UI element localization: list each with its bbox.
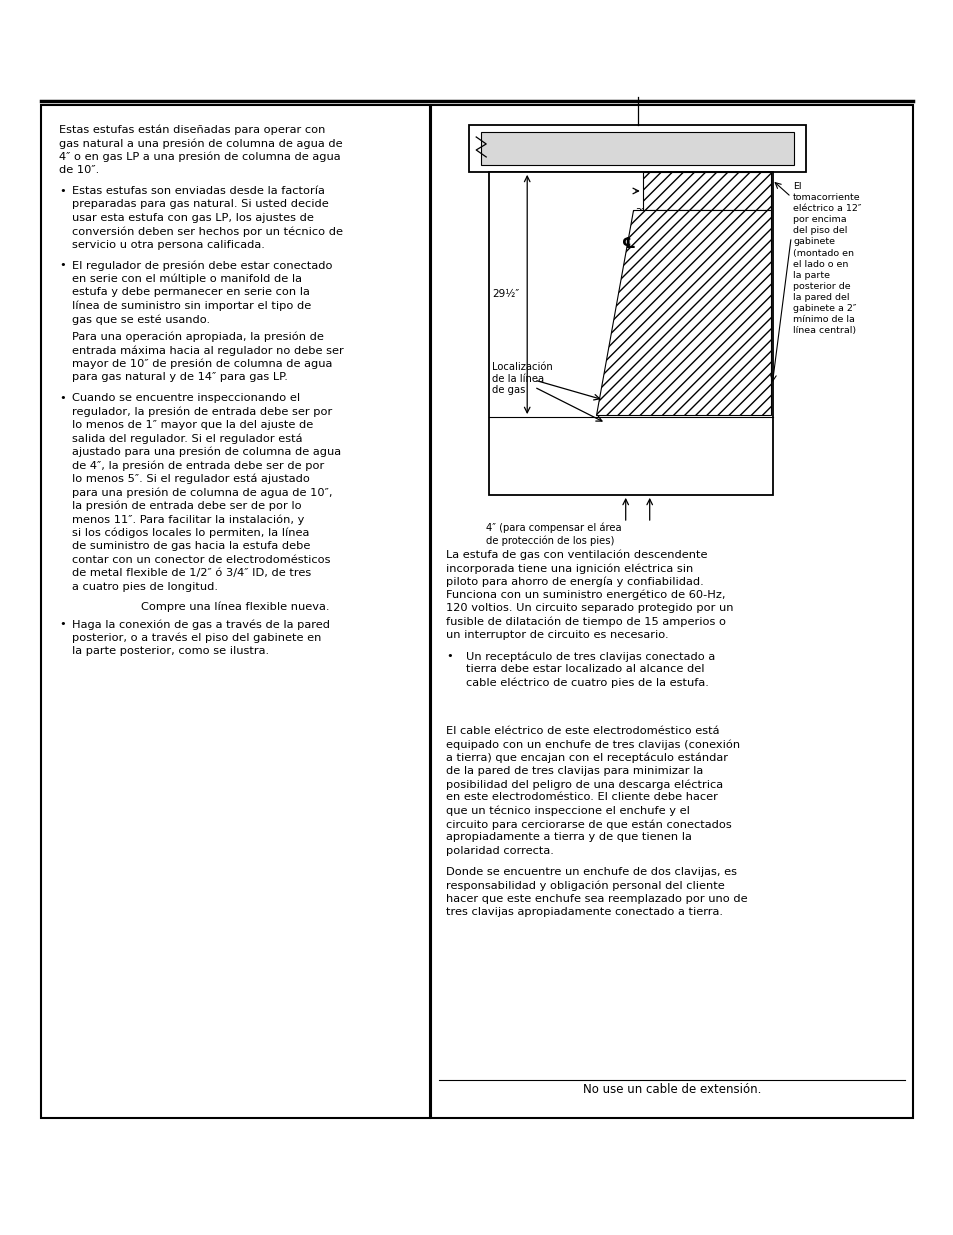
Text: •: • bbox=[59, 186, 66, 196]
Text: un interruptor de circuito es necesario.: un interruptor de circuito es necesario. bbox=[446, 630, 668, 640]
Text: La estufa de gas con ventilación descendente: La estufa de gas con ventilación descend… bbox=[446, 550, 707, 561]
Text: Estas estufas están diseñadas para operar con: Estas estufas están diseñadas para opera… bbox=[59, 125, 325, 136]
Text: Funciona con un suministro energético de 60-Hz,: Funciona con un suministro energético de… bbox=[446, 590, 725, 600]
Text: si los códigos locales lo permiten, la línea: si los códigos locales lo permiten, la l… bbox=[71, 529, 309, 538]
Text: tres clavijas apropiadamente conectado a tierra.: tres clavijas apropiadamente conectado a… bbox=[446, 906, 722, 916]
Bar bbox=[642, 172, 770, 210]
Text: Haga la conexión de gas a través de la pared: Haga la conexión de gas a través de la p… bbox=[71, 620, 330, 630]
Text: Min: Min bbox=[635, 224, 653, 233]
Text: gas natural a una presión de columna de agua de: gas natural a una presión de columna de … bbox=[59, 138, 342, 149]
Bar bbox=[480, 132, 794, 165]
Polygon shape bbox=[595, 210, 770, 415]
Text: Min: Min bbox=[645, 193, 662, 203]
Text: piloto para ahorro de energía y confiabilidad.: piloto para ahorro de energía y confiabi… bbox=[446, 577, 703, 587]
Text: 2″: 2″ bbox=[645, 177, 655, 186]
Text: a cuatro pies de longitud.: a cuatro pies de longitud. bbox=[71, 582, 218, 592]
Text: 4″ o en gas LP a una presión de columna de agua: 4″ o en gas LP a una presión de columna … bbox=[59, 152, 340, 163]
Text: Compre una línea flexible nueva.: Compre una línea flexible nueva. bbox=[141, 601, 330, 613]
Text: •: • bbox=[59, 620, 66, 630]
Text: en este electrodoméstico. El cliente debe hacer: en este electrodoméstico. El cliente deb… bbox=[446, 793, 718, 803]
Text: conversión deben ser hechos por un técnico de: conversión deben ser hechos por un técni… bbox=[71, 226, 343, 237]
Text: en serie con el múltiple o manifold de la: en serie con el múltiple o manifold de l… bbox=[71, 274, 302, 284]
Text: posibilidad del peligro de una descarga eléctrica: posibilidad del peligro de una descarga … bbox=[446, 779, 722, 789]
Bar bbox=[431, 105, 912, 1118]
Text: posterior, o a través el piso del gabinete en: posterior, o a través el piso del gabine… bbox=[71, 634, 321, 643]
Text: apropiadamente a tierra y de que tienen la: apropiadamente a tierra y de que tienen … bbox=[446, 832, 691, 842]
Text: para una presión de columna de agua de 10″,: para una presión de columna de agua de 1… bbox=[71, 488, 333, 498]
Text: tierra debe estar localizado al alcance del: tierra debe estar localizado al alcance … bbox=[466, 664, 704, 674]
Text: •: • bbox=[59, 393, 66, 403]
Text: hacer que este enchufe sea reemplazado por uno de: hacer que este enchufe sea reemplazado p… bbox=[446, 894, 747, 904]
Bar bbox=[489, 172, 772, 495]
Text: servicio u otra persona calificada.: servicio u otra persona calificada. bbox=[71, 240, 265, 249]
Text: •: • bbox=[446, 651, 453, 661]
Bar bbox=[41, 105, 430, 1118]
Text: de metal flexible de 1/2″ ó 3/4″ ID, de tres: de metal flexible de 1/2″ ó 3/4″ ID, de … bbox=[71, 568, 311, 578]
Text: cable eléctrico de cuatro pies de la estufa.: cable eléctrico de cuatro pies de la est… bbox=[466, 678, 708, 688]
Text: contar con un conector de electrodomésticos: contar con un conector de electrodomésti… bbox=[71, 555, 330, 564]
Text: Donde se encuentre un enchufe de dos clavijas, es: Donde se encuentre un enchufe de dos cla… bbox=[446, 867, 737, 877]
Text: 120 voltios. Un circuito separado protegido por un: 120 voltios. Un circuito separado proteg… bbox=[446, 603, 733, 613]
Text: Localización
de la línea
de gas: Localización de la línea de gas bbox=[492, 362, 553, 395]
Text: 4″ (para compensar el área
de protección de los pies): 4″ (para compensar el área de protección… bbox=[486, 522, 621, 546]
Text: El
tomacorriente
eléctrico a 12″
por encima
del piso del
gabinete
(montado en
el: El tomacorriente eléctrico a 12″ por enc… bbox=[792, 182, 861, 335]
Text: para gas natural y de 14″ para gas LP.: para gas natural y de 14″ para gas LP. bbox=[71, 373, 288, 383]
Text: que un técnico inspeccione el enchufe y el: que un técnico inspeccione el enchufe y … bbox=[446, 805, 689, 816]
Text: regulador, la presión de entrada debe ser por: regulador, la presión de entrada debe se… bbox=[71, 406, 332, 417]
Text: mayor de 10″ de presión de columna de agua: mayor de 10″ de presión de columna de ag… bbox=[71, 359, 332, 369]
Text: menos 11″. Para facilitar la instalación, y: menos 11″. Para facilitar la instalación… bbox=[71, 515, 304, 525]
Text: circuito para cerciorarse de que están conectados: circuito para cerciorarse de que están c… bbox=[446, 819, 731, 830]
Text: Un receptáculo de tres clavijas conectado a: Un receptáculo de tres clavijas conectad… bbox=[466, 651, 715, 662]
Text: equipado con un enchufe de tres clavijas (conexión: equipado con un enchufe de tres clavijas… bbox=[446, 740, 740, 750]
Text: gas que se esté usando.: gas que se esté usando. bbox=[71, 315, 210, 325]
Text: fusible de dilatación de tiempo de 15 amperios o: fusible de dilatación de tiempo de 15 am… bbox=[446, 616, 725, 627]
Text: El cable eléctrico de este electrodoméstico está: El cable eléctrico de este electrodomést… bbox=[446, 726, 719, 736]
Text: lo menos 5″. Si el regulador está ajustado: lo menos 5″. Si el regulador está ajusta… bbox=[71, 474, 310, 484]
Text: responsabilidad y obligación personal del cliente: responsabilidad y obligación personal de… bbox=[446, 881, 724, 890]
Text: entrada máxima hacia al regulador no debe ser: entrada máxima hacia al regulador no deb… bbox=[71, 346, 343, 356]
Text: la parte posterior, como se ilustra.: la parte posterior, como se ilustra. bbox=[71, 646, 269, 657]
Text: Cuando se encuentre inspeccionando el: Cuando se encuentre inspeccionando el bbox=[71, 393, 300, 403]
Text: estufa y debe permanecer en serie con la: estufa y debe permanecer en serie con la bbox=[71, 288, 310, 298]
Text: incorporada tiene una ignición eléctrica sin: incorporada tiene una ignición eléctrica… bbox=[446, 563, 693, 574]
Text: a tierra) que encajan con el receptáculo estándar: a tierra) que encajan con el receptáculo… bbox=[446, 752, 727, 763]
Text: Estas estufas son enviadas desde la factoría: Estas estufas son enviadas desde la fact… bbox=[71, 186, 325, 196]
Text: de la pared de tres clavijas para minimizar la: de la pared de tres clavijas para minimi… bbox=[446, 766, 702, 776]
Text: salida del regulador. Si el regulador está: salida del regulador. Si el regulador es… bbox=[71, 433, 302, 443]
Text: ajustado para una presión de columna de agua: ajustado para una presión de columna de … bbox=[71, 447, 341, 457]
Bar bbox=[469, 125, 805, 172]
Text: polaridad correcta.: polaridad correcta. bbox=[446, 846, 554, 856]
Text: 3″: 3″ bbox=[635, 207, 645, 217]
Text: preparadas para gas natural. Si usted decide: preparadas para gas natural. Si usted de… bbox=[71, 200, 329, 210]
Text: línea de suministro sin importar el tipo de: línea de suministro sin importar el tipo… bbox=[71, 301, 311, 311]
Text: de 10″.: de 10″. bbox=[59, 165, 99, 175]
Text: de suministro de gas hacia la estufa debe: de suministro de gas hacia la estufa deb… bbox=[71, 541, 310, 552]
Text: 29½″: 29½″ bbox=[492, 289, 518, 299]
Text: •: • bbox=[59, 261, 66, 270]
Text: El regulador de presión debe estar conectado: El regulador de presión debe estar conec… bbox=[71, 261, 333, 270]
Text: usar esta estufa con gas LP, los ajustes de: usar esta estufa con gas LP, los ajustes… bbox=[71, 212, 314, 224]
Text: No use un cable de extensión.: No use un cable de extensión. bbox=[582, 1083, 760, 1095]
Text: lo menos de 1″ mayor que la del ajuste de: lo menos de 1″ mayor que la del ajuste d… bbox=[71, 420, 313, 430]
Text: ℄: ℄ bbox=[620, 236, 634, 252]
Text: la presión de entrada debe ser de por lo: la presión de entrada debe ser de por lo bbox=[71, 501, 301, 511]
Text: de 4″, la presión de entrada debe ser de por: de 4″, la presión de entrada debe ser de… bbox=[71, 461, 324, 471]
Text: Para una operación apropiada, la presión de: Para una operación apropiada, la presión… bbox=[71, 332, 324, 342]
